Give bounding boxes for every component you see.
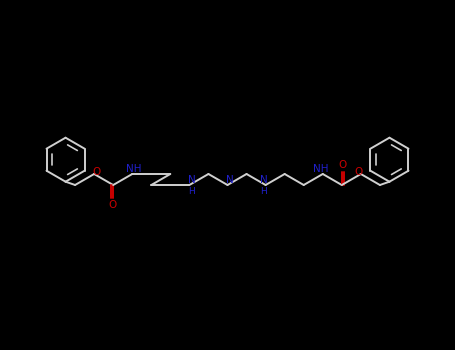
Text: O: O [355, 167, 363, 177]
Text: O: O [339, 160, 347, 170]
Text: NH: NH [313, 164, 329, 174]
Text: N: N [226, 175, 233, 185]
Text: N: N [187, 175, 195, 185]
Text: H: H [260, 188, 267, 196]
Text: H: H [188, 188, 195, 196]
Text: N: N [260, 175, 268, 185]
Text: NH: NH [126, 164, 142, 174]
Text: O: O [92, 167, 100, 177]
Text: O: O [108, 200, 116, 210]
